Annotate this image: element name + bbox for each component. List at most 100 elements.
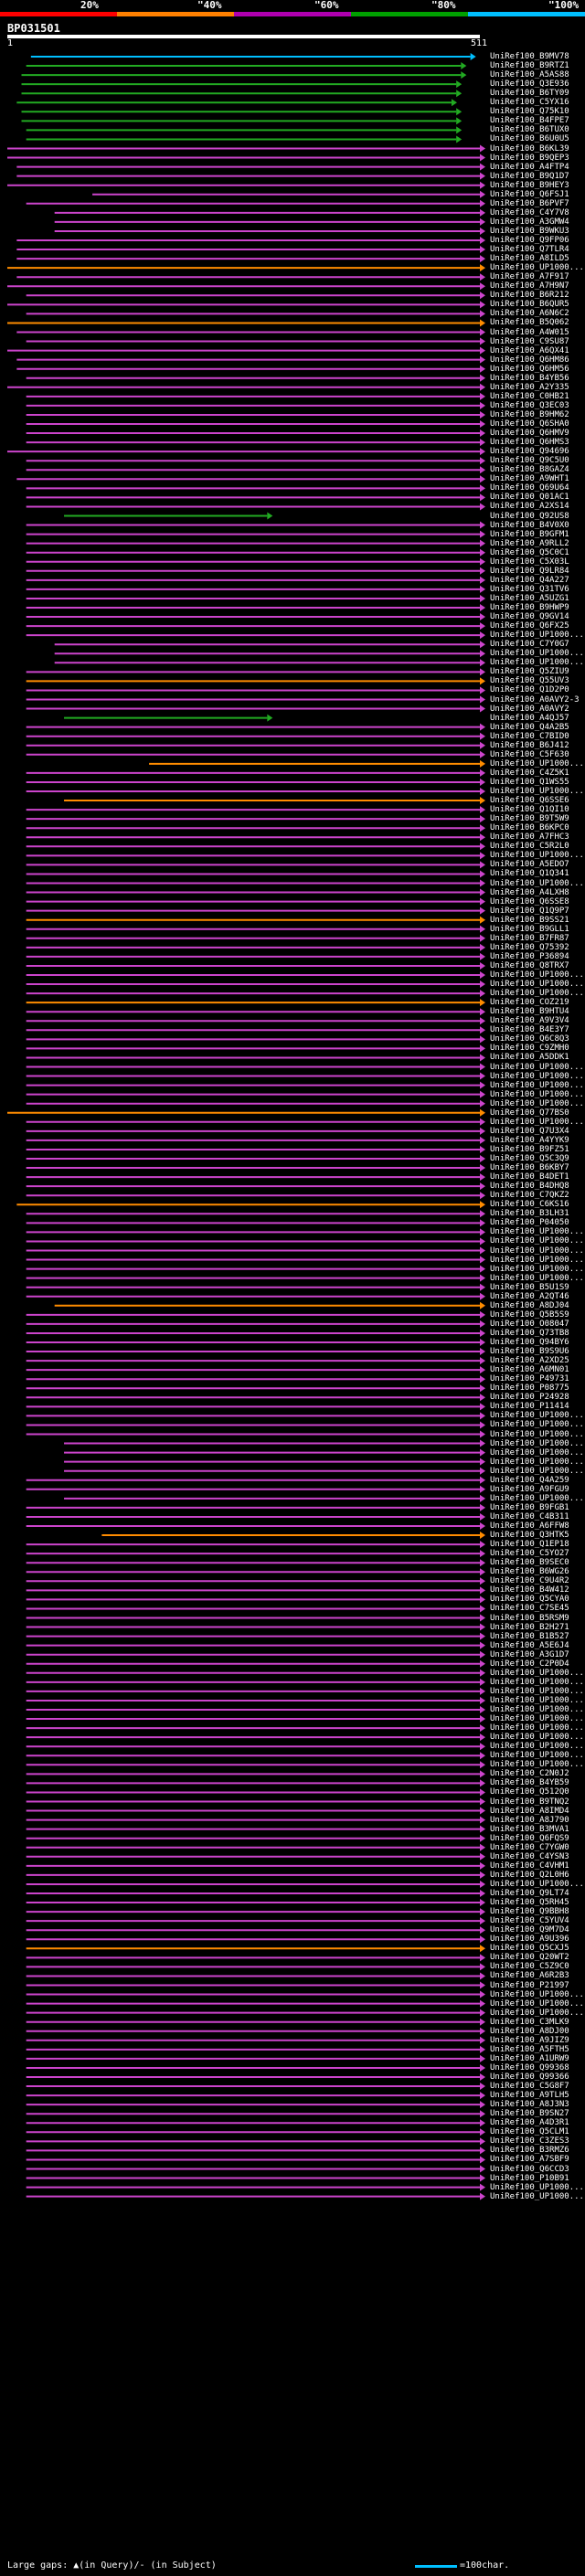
hit-label[interactable]: UniRef100_A2XS14 xyxy=(490,502,569,512)
hit-row[interactable] xyxy=(16,163,485,171)
hit-label[interactable]: UniRef100_Q55UV3 xyxy=(490,676,569,686)
hit-label[interactable]: UniRef100_B9SN27 xyxy=(490,2109,569,2119)
hit-label[interactable]: UniRef100_B6J412 xyxy=(490,740,569,750)
hit-row[interactable] xyxy=(26,1522,485,1530)
hit-row[interactable] xyxy=(26,1926,485,1935)
hit-label[interactable]: UniRef100_C4YSN3 xyxy=(490,1851,569,1861)
hit-label[interactable]: UniRef100_UP1000... xyxy=(490,649,584,659)
hit-label[interactable]: UniRef100_C9SU87 xyxy=(490,336,569,346)
hit-row[interactable] xyxy=(26,1054,485,1062)
hit-label[interactable]: UniRef100_UP1000... xyxy=(490,1723,584,1733)
hit-label[interactable]: UniRef100_UP1000... xyxy=(490,658,584,668)
hit-row[interactable] xyxy=(26,410,485,419)
hit-label[interactable]: UniRef100_A8DJ00 xyxy=(490,2026,569,2036)
hit-label[interactable]: UniRef100_UP1000... xyxy=(490,1420,584,1430)
hit-label[interactable]: UniRef100_B5RSM9 xyxy=(490,1613,569,1623)
hit-label[interactable]: UniRef100_B9HWP9 xyxy=(490,603,569,612)
hit-row[interactable] xyxy=(26,1320,485,1328)
hit-row[interactable] xyxy=(26,2192,485,2200)
hit-label[interactable]: UniRef100_UP1000... xyxy=(490,1098,584,1108)
hit-row[interactable] xyxy=(26,585,485,593)
hit-label[interactable]: UniRef100_B4YB59 xyxy=(490,1778,569,1788)
hit-row[interactable] xyxy=(21,80,463,89)
hit-label[interactable]: UniRef100_A9U396 xyxy=(490,1935,569,1945)
hit-label[interactable]: UniRef100_Q9LT74 xyxy=(490,1889,569,1898)
hit-row[interactable] xyxy=(26,686,485,694)
hit-label[interactable]: UniRef100_B9Q1D7 xyxy=(490,171,569,181)
hit-label[interactable]: UniRef100_A6N6C2 xyxy=(490,309,569,319)
hit-label[interactable]: UniRef100_B6WG26 xyxy=(490,1567,569,1577)
hit-row[interactable] xyxy=(26,1724,485,1733)
hit-row[interactable] xyxy=(26,705,485,713)
hit-row[interactable] xyxy=(26,1586,485,1595)
hit-row[interactable] xyxy=(7,144,485,153)
hit-label[interactable]: UniRef100_C3MLK9 xyxy=(490,2017,569,2027)
hit-label[interactable]: UniRef100_UP1000... xyxy=(490,2182,584,2192)
hit-label[interactable]: UniRef100_B9TNQ2 xyxy=(490,1797,569,1807)
hit-row[interactable] xyxy=(26,62,467,70)
hit-row[interactable] xyxy=(26,1219,485,1227)
hit-label[interactable]: UniRef100_UP1000... xyxy=(490,980,584,990)
hit-row[interactable] xyxy=(26,1972,485,1980)
hit-row[interactable] xyxy=(26,1136,485,1144)
hit-label[interactable]: UniRef100_UP1000... xyxy=(490,1246,584,1256)
hit-label[interactable]: UniRef100_A5EDO7 xyxy=(490,860,569,870)
hit-row[interactable] xyxy=(26,1503,485,1511)
hit-label[interactable]: UniRef100_Q31TV6 xyxy=(490,584,569,594)
hit-label[interactable]: UniRef100_Q4A259 xyxy=(490,1475,569,1485)
hit-label[interactable]: UniRef100_A8IMD4 xyxy=(490,1806,569,1816)
hit-label[interactable]: UniRef100_A2Y335 xyxy=(490,382,569,392)
hit-label[interactable]: UniRef100_UP1000... xyxy=(490,1236,584,1246)
hit-row[interactable] xyxy=(26,1348,485,1356)
hit-label[interactable]: UniRef100_Q01AC1 xyxy=(490,493,569,503)
hit-label[interactable]: UniRef100_Q9C5U0 xyxy=(490,456,569,466)
hit-label[interactable]: UniRef100_Q5CLM1 xyxy=(490,2127,569,2137)
hit-row[interactable] xyxy=(26,1807,485,1815)
hit-label[interactable]: UniRef100_A4QJ57 xyxy=(490,713,569,723)
hit-label[interactable]: UniRef100_A5DDK1 xyxy=(490,1053,569,1063)
hit-row[interactable] xyxy=(26,1852,485,1860)
hit-row[interactable] xyxy=(16,172,485,180)
hit-row[interactable] xyxy=(26,732,485,740)
hit-row[interactable] xyxy=(26,1026,485,1034)
hit-label[interactable]: UniRef100_C7QKZ2 xyxy=(490,1191,569,1201)
hit-label[interactable]: UniRef100_UP1000... xyxy=(490,1998,584,2009)
hit-row[interactable] xyxy=(26,2054,485,2062)
hit-row[interactable] xyxy=(26,824,485,832)
hit-label[interactable]: UniRef100_B9S9U6 xyxy=(490,1347,569,1357)
hit-label[interactable]: UniRef100_Q94696 xyxy=(490,447,569,457)
hit-label[interactable]: UniRef100_Q6SSE8 xyxy=(490,896,569,906)
hit-label[interactable]: UniRef100_Q5RH45 xyxy=(490,1898,569,1908)
hit-label[interactable]: UniRef100_B6R212 xyxy=(490,291,569,301)
hit-row[interactable] xyxy=(92,190,485,198)
hit-label[interactable]: UniRef100_UP1000... xyxy=(490,989,584,999)
hit-row[interactable] xyxy=(16,355,485,364)
hit-label[interactable]: UniRef100_UP1000... xyxy=(490,2191,584,2201)
hit-label[interactable]: UniRef100_A9TLH5 xyxy=(490,2091,569,2101)
hit-label[interactable]: UniRef100_C7Y0G7 xyxy=(490,640,569,650)
hit-label[interactable]: UniRef100_Q75K10 xyxy=(490,107,569,117)
hit-label[interactable]: UniRef100_B5Q062 xyxy=(490,318,569,328)
hit-label[interactable]: UniRef100_A9RLL2 xyxy=(490,538,569,548)
hit-label[interactable]: UniRef100_Q6SHA0 xyxy=(490,419,569,429)
hit-row[interactable] xyxy=(26,1788,485,1797)
hit-row[interactable] xyxy=(26,833,485,842)
hit-row[interactable] xyxy=(26,374,485,382)
hit-label[interactable]: UniRef100_C4VHM1 xyxy=(490,1860,569,1871)
hit-label[interactable]: UniRef100_C4B311 xyxy=(490,1511,569,1521)
hit-row[interactable] xyxy=(26,1614,485,1622)
hit-label[interactable]: UniRef100_A6MN01 xyxy=(490,1365,569,1375)
hit-label[interactable]: UniRef100_Q6FX25 xyxy=(490,621,569,631)
hit-row[interactable] xyxy=(26,1890,485,1897)
hit-label[interactable]: UniRef100_UP1000... xyxy=(490,1117,584,1127)
hit-row[interactable] xyxy=(26,292,485,300)
hit-label[interactable]: UniRef100_C5F630 xyxy=(490,749,569,759)
hit-row[interactable] xyxy=(26,1145,485,1153)
hit-label[interactable]: UniRef100_B9HTU4 xyxy=(490,1007,569,1017)
hit-row[interactable] xyxy=(7,301,485,309)
hit-row[interactable] xyxy=(26,723,485,731)
hit-label[interactable]: UniRef100_A9V3V4 xyxy=(490,1016,569,1026)
hit-label[interactable]: UniRef100_C7SE45 xyxy=(490,1604,569,1614)
hit-row[interactable] xyxy=(30,53,476,60)
hit-row[interactable] xyxy=(26,548,485,557)
